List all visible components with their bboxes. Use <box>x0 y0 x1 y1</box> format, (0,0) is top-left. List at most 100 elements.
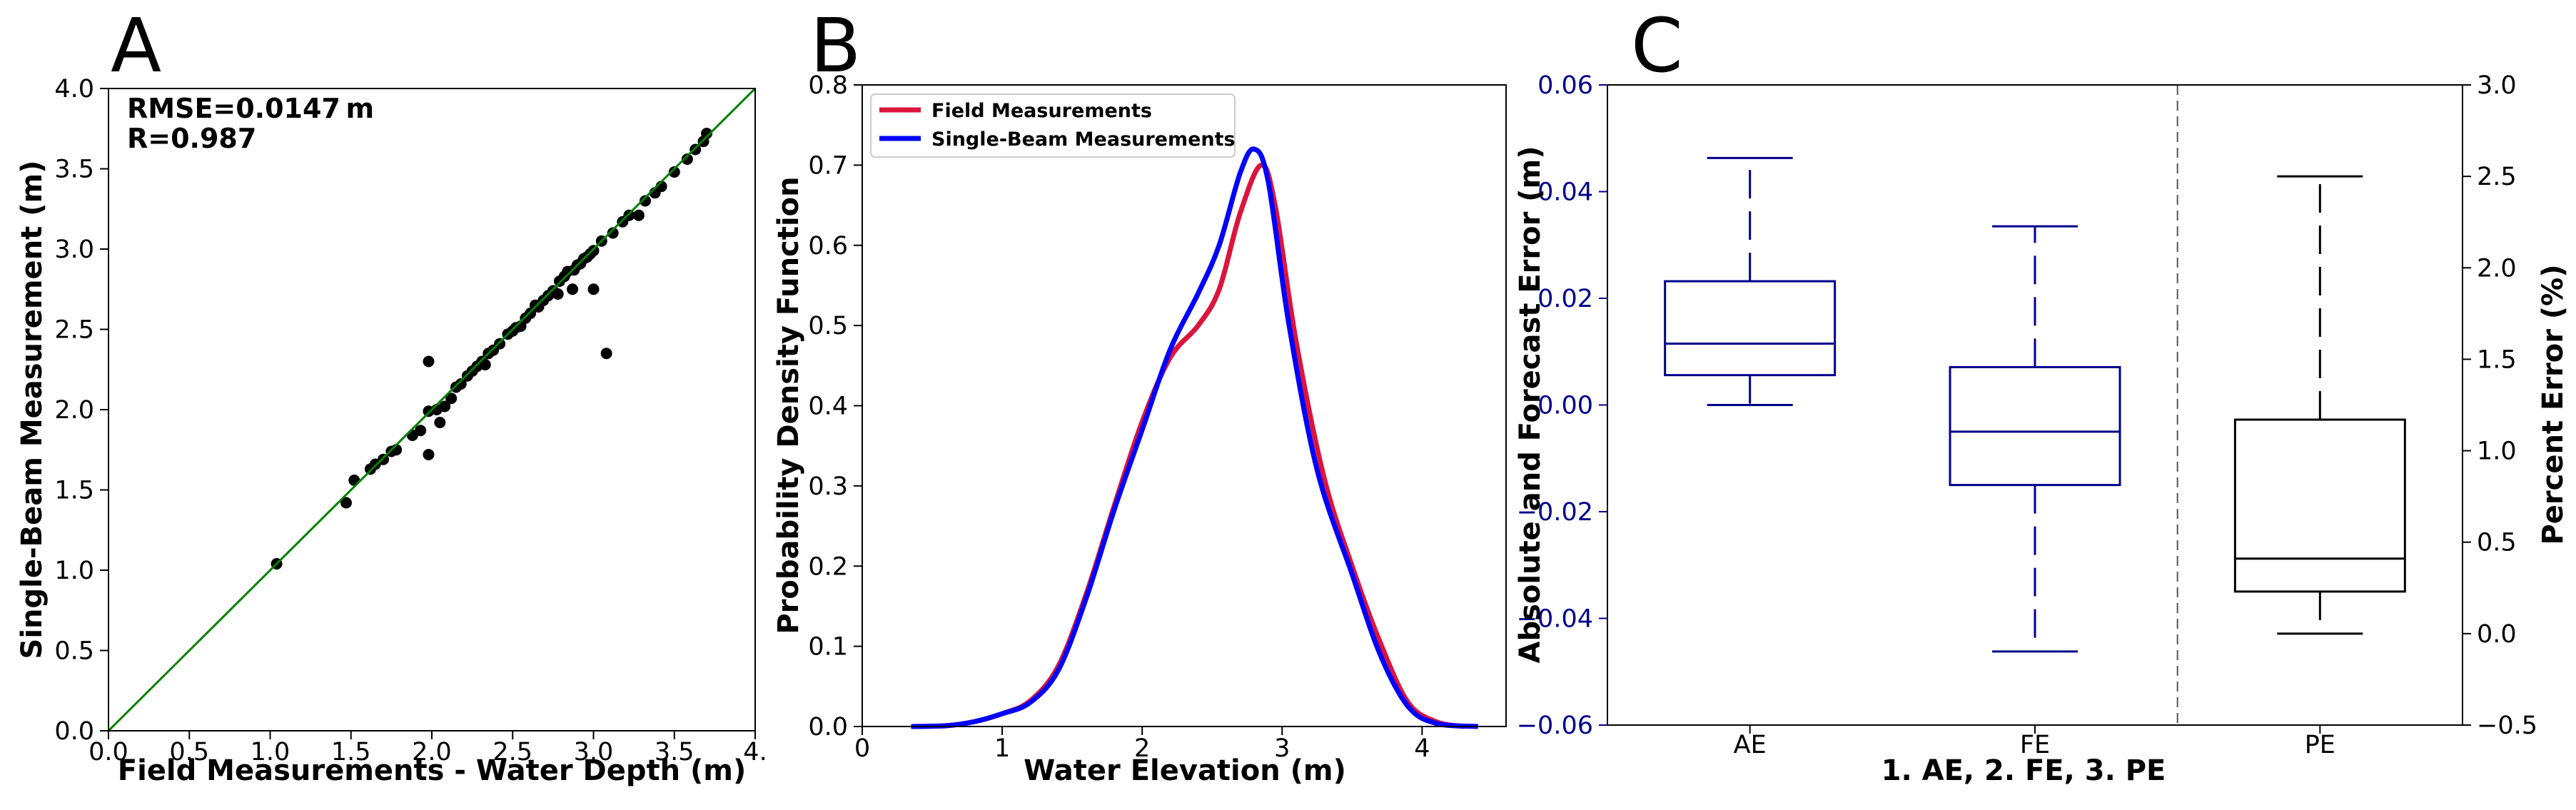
panel-a-y-tick-label: 2.0 <box>54 396 94 425</box>
panel-a-y-axis-title: Single-Beam Measurement (m) <box>16 161 49 659</box>
panel-c-right-tick-label: 0.5 <box>2477 529 2517 557</box>
panel-c-left-tick-label: −0.02 <box>1517 498 1593 527</box>
panel-a-y-tick-label: 1.5 <box>54 477 94 505</box>
panel-a-y-tick-label: 0.0 <box>54 717 94 746</box>
panel-a-y-tick-label: 1.0 <box>54 557 94 585</box>
scatter-point <box>552 288 564 300</box>
r-annotation: R=0.987 <box>127 123 256 154</box>
ae-box <box>1664 280 1837 377</box>
panel-a-x-tick-label: 2.5 <box>493 738 532 766</box>
scatter-point <box>479 359 491 370</box>
panel-b-x-tick-label: 4 <box>1414 734 1430 763</box>
scatter-point <box>587 283 600 295</box>
scatter-point <box>434 417 446 428</box>
scatter-point <box>690 143 702 156</box>
scatter-point <box>639 195 651 207</box>
panel-c-left-tick-label: 0.04 <box>1537 178 1593 207</box>
panel-c-right-tick-label: 1.5 <box>2477 345 2517 374</box>
panel-c-left-tick-label: 0.00 <box>1537 392 1593 420</box>
panel-b-y-tick-label: 0.7 <box>808 151 848 180</box>
panel-c-frame <box>1607 84 2463 726</box>
panel-b-y-tick-label: 0.0 <box>808 713 848 741</box>
panel-a-x-axis-title: Field Measurements - Water Depth (m) <box>118 754 747 787</box>
panel-b-y-tick-label: 0.6 <box>808 232 848 260</box>
panel-c: C −0.06 −0.04 −0.02 0.00 0.02 0.04 0.06 −0.5 0.0… <box>1514 2 2570 787</box>
scatter-point <box>567 283 579 295</box>
panel-b-y-tick-label: 0.3 <box>808 472 848 501</box>
scatter-point <box>623 209 635 221</box>
panel-a-x-tick-label: 0.5 <box>169 738 209 766</box>
legend-label-singlebeam: Single-Beam Measurements <box>931 128 1236 151</box>
panel-c-x-tick-label-ae: AE <box>1734 731 1767 759</box>
panel-b-frame <box>862 84 1507 727</box>
panel-c-x-tick-label-pe: PE <box>2305 731 2335 759</box>
rmse-annotation: RMSE=0.0147 m <box>127 93 374 124</box>
panel-a-x-tick-label: 1.5 <box>331 738 371 766</box>
legend-label-field: Field Measurements <box>931 100 1152 122</box>
panel-a-y-tick-label: 2.5 <box>54 316 94 345</box>
panel-c-right-axis-title: Percent Error (%) <box>2537 264 2570 545</box>
scatter-point <box>455 378 467 390</box>
scatter-point <box>439 400 451 412</box>
scatter-point <box>587 245 600 257</box>
panel-c-right-tick-label: −0.5 <box>2477 712 2537 740</box>
legend: Field Measurements Single-Beam Measureme… <box>870 93 1236 158</box>
scatter-point <box>415 425 427 437</box>
panel-b-x-tick-label: 3 <box>1274 734 1290 763</box>
panel-b-y-tick-label: 0.2 <box>808 552 848 581</box>
scatter-point <box>348 475 360 486</box>
panel-letter-a: A <box>111 2 161 89</box>
scatter-point <box>494 338 506 350</box>
panel-b-x-axis-title: Water Elevation (m) <box>1024 754 1346 787</box>
panel-letter-c: C <box>1631 2 1683 89</box>
scatter-point <box>600 348 612 360</box>
panel-c-right-tick-label: 2.5 <box>2477 163 2517 191</box>
scatter-point <box>423 449 435 460</box>
panel-b-x-tick-label: 1 <box>994 734 1010 763</box>
scatter-point <box>340 497 352 509</box>
field-measurements-line <box>911 162 1465 729</box>
panel-a-frame <box>108 88 756 731</box>
panel-b-x-tick-label: 2 <box>1134 734 1150 763</box>
panel-b-y-tick-label: 0.4 <box>808 393 848 421</box>
panel-a-x-tick-label: 0.0 <box>89 738 128 766</box>
panel-b-y-tick-label: 0.8 <box>808 71 848 100</box>
pe-box <box>2233 418 2406 593</box>
scatter-point <box>632 209 645 221</box>
panel-c-left-tick-label: 0.06 <box>1537 71 1593 100</box>
panel-letter-b: B <box>810 2 861 89</box>
panel-a-y-tick-label: 4.0 <box>54 75 94 103</box>
panel-c-right-tick-label: 2.0 <box>2477 254 2517 283</box>
panel-a-x-tick-label: 4. <box>743 738 767 766</box>
panel-b: B 0 1 2 3 4 0.0 0.1 0.2 0.3 0.4 0.5 0.6 0.7 0.8 Field… <box>772 2 1507 787</box>
scatter-point <box>378 453 390 465</box>
panel-b-y-tick-label: 0.5 <box>808 312 848 340</box>
panel-c-right-tick-label: 0.0 <box>2477 620 2517 649</box>
panel-c-x-axis-title: 1. AE, 2. FE, 3. PE <box>1882 754 2166 787</box>
one-to-one-fit-line <box>107 87 757 732</box>
panel-b-x-tick-label: 0 <box>854 734 870 763</box>
scatter-point <box>423 355 435 368</box>
panel-a-x-tick-label: 3.0 <box>574 738 614 766</box>
panel-a-y-tick-label: 3.0 <box>54 236 94 264</box>
fe-box <box>1949 365 2121 487</box>
panel-c-right-tick-label: 3.0 <box>2477 71 2517 100</box>
panel-a-y-tick-label: 0.5 <box>54 637 94 666</box>
panel-c-x-tick-label-fe: FE <box>2020 731 2050 759</box>
single-beam-measurements-line <box>911 146 1479 729</box>
panel-b-y-tick-label: 0.1 <box>808 633 848 662</box>
panel-c-left-tick-label: −0.06 <box>1517 712 1593 740</box>
panel-c-left-axis-title: Absolute and Forecast Error (m) <box>1514 146 1547 663</box>
panel-c-left-tick-label: 0.02 <box>1537 285 1593 313</box>
scatter-point <box>701 128 713 139</box>
panel-a-y-tick-label: 3.5 <box>54 156 94 184</box>
scatter-point <box>681 153 693 165</box>
scatter-point <box>445 393 458 405</box>
scatter-point <box>668 166 680 178</box>
panel-a: A 0.0 0.5 1.0 1.5 2.0 2.5 3.0 3.5 4. 0.0 0.5 1.0 1.5… <box>16 2 767 787</box>
scatter-point <box>607 227 619 239</box>
legend-box <box>870 93 1236 158</box>
panel-b-y-axis-title: Probability Density Function <box>772 176 805 634</box>
panel-a-x-tick-label: 1.0 <box>251 738 291 766</box>
